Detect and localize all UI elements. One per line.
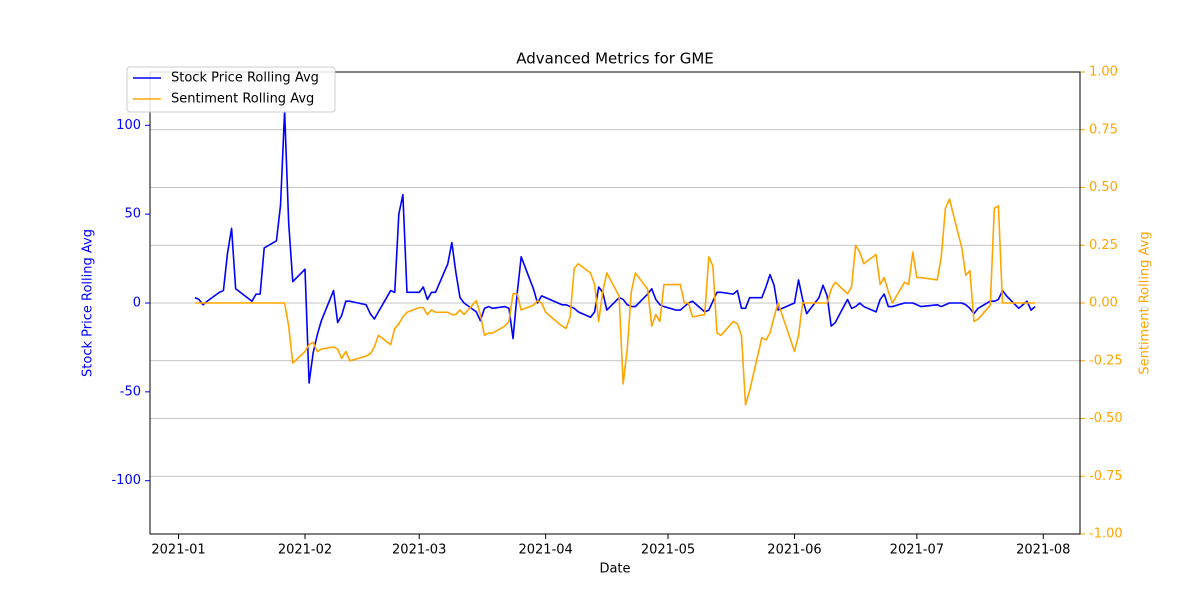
y-tick-label: 0	[133, 296, 141, 311]
chart-title: Advanced Metrics for GME	[516, 50, 714, 68]
x-tick-label: 2021-07	[890, 543, 944, 558]
y2-tick-label: -1.00	[1089, 527, 1123, 542]
y2-tick-label: 0.50	[1089, 180, 1118, 195]
x-tick-label: 2021-01	[151, 543, 205, 558]
x-tick-label: 2021-03	[392, 543, 446, 558]
y2-tick-label: 0.00	[1089, 296, 1118, 311]
y2-tick-label: 0.75	[1089, 122, 1118, 137]
y-tick-label: 50	[124, 207, 141, 222]
x-tick-label: 2021-02	[278, 543, 332, 558]
y2-tick-label: 0.25	[1089, 238, 1118, 253]
legend-label: Stock Price Rolling Avg	[171, 71, 319, 86]
y2-tick-label: -0.50	[1089, 411, 1123, 426]
y2-tick-label: 1.00	[1089, 65, 1118, 80]
series-line	[194, 198, 1036, 406]
x-tick-label: 2021-04	[518, 543, 572, 558]
y-tick-label: -100	[111, 473, 141, 488]
legend: Stock Price Rolling Avg Sentiment Rolling…	[126, 66, 336, 113]
plot-frame	[149, 71, 1081, 535]
y-axis-label: Stock Price Rolling Avg	[81, 229, 96, 377]
y-tick-label: 100	[116, 118, 141, 133]
y-tick-label: -50	[120, 384, 141, 399]
x-tick-label: 2021-05	[641, 543, 695, 558]
y2-tick-label: -0.75	[1089, 469, 1123, 484]
x-axis-label: Date	[599, 562, 630, 577]
y2-axis-label: Sentiment Rolling Avg	[1138, 231, 1153, 374]
y2-tick-label: -0.25	[1089, 353, 1123, 368]
x-tick-label: 2021-06	[767, 543, 821, 558]
series-line	[194, 110, 1036, 384]
x-tick-label: 2021-08	[1016, 543, 1070, 558]
legend-label: Sentiment Rolling Avg	[171, 92, 314, 107]
legend-box	[126, 66, 336, 113]
